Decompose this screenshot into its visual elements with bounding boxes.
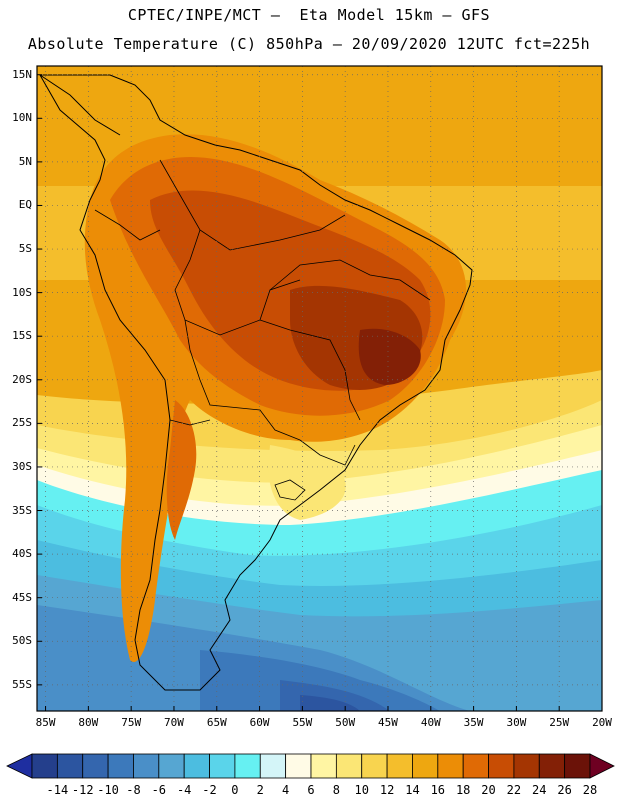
lat-label: 40S	[12, 547, 32, 561]
lon-label: 75W	[121, 716, 142, 729]
colorbar-swatch	[234, 753, 261, 779]
colorbar-swatch	[538, 753, 566, 779]
colorbar-swatch	[133, 753, 160, 779]
colorbar-label: 20	[481, 783, 496, 797]
colorbar-label: 10	[354, 783, 369, 797]
lon-label: 45W	[378, 716, 398, 729]
colorbar-label: -6	[151, 783, 167, 797]
country-borders	[94, 159, 431, 501]
lat-label: 50S	[12, 634, 32, 648]
coastline	[39, 74, 473, 691]
colorbar-swatch	[437, 753, 464, 779]
lon-label: 65W	[206, 716, 227, 729]
colorbar-swatch	[386, 753, 413, 779]
lon-label: 25W	[549, 716, 570, 729]
colorbar-swatch	[488, 753, 515, 779]
colorbar-swatch	[56, 753, 84, 779]
colorbar-swatch	[564, 753, 591, 779]
colorbar-label: 12	[379, 783, 395, 797]
colorbar-label: 16	[430, 783, 446, 797]
lat-label: 30S	[12, 459, 32, 473]
colorbar-swatch	[310, 753, 337, 779]
colorbar-label: 28	[582, 783, 598, 797]
lat-lon-grid	[37, 66, 603, 711]
colorbar-swatch	[361, 753, 388, 779]
colorbar-label: -8	[126, 783, 141, 797]
colorbar-swatch	[513, 753, 540, 779]
lat-label: 20S	[12, 372, 32, 386]
colorbar-label: -4	[176, 783, 192, 797]
map-frame	[36, 65, 603, 712]
colorbar-swatch	[107, 753, 134, 779]
lon-label: 60W	[249, 716, 270, 729]
lat-label: 35S	[12, 503, 32, 517]
lat-label: EQ	[18, 198, 32, 212]
colorbar-swatch	[82, 753, 109, 779]
colorbar-label: -2	[202, 783, 217, 797]
colorbar-label: 22	[506, 783, 522, 797]
colorbar-label: 2	[256, 783, 264, 797]
lat-label: 10S	[12, 285, 32, 299]
colorbar-label: 6	[307, 783, 315, 797]
colorbar-label: -12	[71, 783, 94, 797]
lon-label: 85W	[35, 716, 56, 729]
lat-label: 45S	[12, 590, 32, 604]
lat-label: 5N	[18, 154, 32, 168]
lat-label: 10N	[12, 111, 32, 125]
lon-label: 35W	[463, 716, 484, 729]
temperature-field	[37, 66, 602, 711]
map-title-line2: Absolute Temperature (C) 850hPa – 20/09/…	[27, 35, 591, 53]
colorbar-label: 14	[405, 783, 420, 797]
lon-label: 20W	[592, 716, 612, 729]
colorbar-swatch	[209, 753, 236, 779]
colorbar-label: -10	[97, 783, 119, 797]
colorbar-label: 4	[282, 783, 290, 797]
colorbar-swatch	[183, 753, 210, 779]
colorbar-under-arrow	[6, 753, 33, 779]
colorbar-swatch	[412, 753, 439, 779]
colorbar-swatch	[335, 753, 363, 779]
colorbar-over-arrow	[589, 753, 615, 779]
colorbar-label: 24	[532, 783, 547, 797]
colorbar-swatch	[462, 753, 489, 779]
colorbar-label: 0	[231, 783, 239, 797]
lon-label: 30W	[506, 716, 527, 729]
lat-label: 15N	[12, 67, 32, 81]
colorbar-swatch	[259, 753, 287, 779]
lon-label: 40W	[420, 716, 441, 729]
colorbar-label: 8	[332, 783, 340, 797]
lat-label: 55S	[12, 677, 32, 691]
colorbar-swatch	[158, 753, 185, 779]
colorbar-label: -14	[46, 783, 69, 797]
colorbar	[6, 753, 615, 779]
lat-label: 15S	[12, 329, 32, 343]
colorbar-label: 26	[557, 783, 572, 797]
lat-label: 25S	[12, 416, 32, 430]
lon-label: 70W	[164, 716, 184, 729]
axis-ticks	[37, 74, 603, 711]
lon-label: 55W	[292, 716, 313, 729]
lat-label: 5S	[18, 242, 32, 256]
colorbar-swatch	[31, 753, 58, 779]
colorbar-label: 18	[455, 783, 471, 797]
colorbar-swatch	[285, 753, 312, 779]
lon-label: 50W	[335, 716, 356, 729]
map-title-line1: CPTEC/INPE/MCT – Eta Model 15km – GFS	[127, 6, 491, 24]
lon-label: 80W	[78, 716, 99, 729]
